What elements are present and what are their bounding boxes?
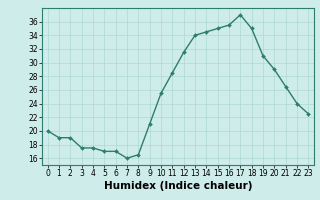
X-axis label: Humidex (Indice chaleur): Humidex (Indice chaleur) — [104, 181, 252, 191]
